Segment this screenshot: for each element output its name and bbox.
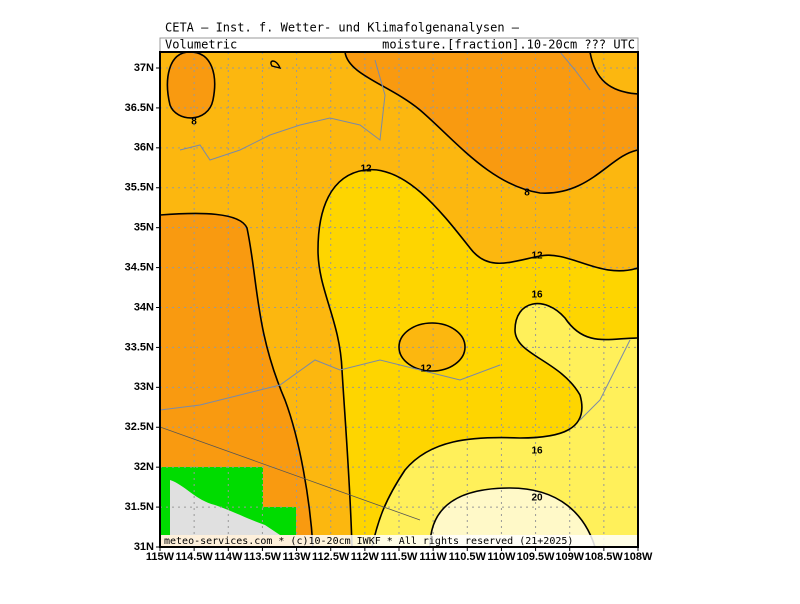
sea bbox=[170, 480, 280, 535]
border bbox=[160, 359, 501, 411]
field-16-20 bbox=[372, 303, 638, 547]
lat-label: 35N bbox=[134, 222, 154, 234]
contour-label: 20 bbox=[531, 493, 543, 504]
lat-label: 36N bbox=[134, 142, 154, 154]
labels: 115W 114.5W 114W 113.5W 113W 112.5W 112W 111.5W… bbox=[125, 62, 653, 563]
lat-label: 33N bbox=[134, 381, 154, 393]
lat-label: 31N bbox=[134, 541, 154, 553]
header-left: Volumetric bbox=[165, 38, 237, 52]
lat-label: 35.5N bbox=[125, 182, 154, 194]
footer-bar bbox=[160, 535, 638, 547]
contour-label: 12 bbox=[420, 364, 432, 375]
contour-label: 12 bbox=[360, 164, 372, 175]
border bbox=[559, 52, 631, 421]
lon-label: 113.5W bbox=[244, 551, 282, 563]
field-gt20 bbox=[430, 488, 595, 547]
grid bbox=[160, 52, 638, 547]
lon-label: 115W bbox=[146, 551, 175, 563]
contour-line bbox=[317, 168, 638, 547]
lat-label: 34.5N bbox=[125, 261, 154, 273]
map-area: meteo-services.com * (c)10-20cm IWKF * A… bbox=[160, 52, 638, 547]
field-lt8 bbox=[345, 52, 638, 194]
contour-line bbox=[160, 212, 314, 547]
contour-label: 8 bbox=[191, 117, 197, 128]
lon-label: 110W bbox=[487, 551, 516, 563]
contour-line bbox=[166, 52, 216, 119]
contour-line bbox=[589, 52, 638, 95]
lon-label: 108.5W bbox=[585, 551, 624, 563]
contour-label: 16 bbox=[531, 290, 543, 301]
lat-label: 34N bbox=[134, 301, 154, 313]
field-lt8 bbox=[160, 213, 313, 547]
lon-label: 112.5W bbox=[312, 551, 350, 563]
field-8-12 bbox=[590, 52, 638, 94]
lon-label: 111.5W bbox=[381, 551, 418, 563]
lon-label: 109.5W bbox=[517, 551, 556, 563]
lon-label: 114W bbox=[214, 551, 243, 563]
contour-label: 12 bbox=[531, 251, 543, 262]
contour-label: 8 bbox=[524, 188, 530, 199]
lat-label: 31.5N bbox=[125, 501, 154, 513]
contour-line bbox=[270, 60, 282, 70]
contour-line bbox=[344, 52, 638, 194]
border bbox=[179, 59, 386, 161]
lon-label: 111W bbox=[419, 551, 447, 563]
lon-label: 112W bbox=[351, 551, 380, 563]
contour-line bbox=[398, 322, 466, 372]
lat-label: 32N bbox=[134, 461, 154, 473]
lat-label: 37N bbox=[134, 62, 154, 74]
contour-label: 16 bbox=[531, 446, 543, 457]
lon-label: 114.5W bbox=[175, 551, 213, 563]
lat-label: 36.5N bbox=[125, 102, 154, 114]
lon-label: 109W bbox=[555, 551, 584, 563]
boundary-line bbox=[160, 426, 421, 521]
lon-label: 110.5W bbox=[449, 551, 487, 563]
lat-label: 32.5N bbox=[125, 421, 154, 433]
contour-line bbox=[371, 302, 638, 547]
footer: meteo-services.com * (c)10-20cm IWKF * A… bbox=[164, 536, 573, 547]
contour-line bbox=[429, 487, 596, 547]
lat-label: 33.5N bbox=[125, 341, 154, 353]
lon-label: 108W bbox=[624, 551, 653, 563]
header-right: moisture.[fraction].10-20cm ??? UTC bbox=[382, 38, 635, 52]
lon-label: 113W bbox=[283, 551, 312, 563]
title: CETA – Inst. f. Wetter- und Klimafolgena… bbox=[165, 21, 520, 35]
